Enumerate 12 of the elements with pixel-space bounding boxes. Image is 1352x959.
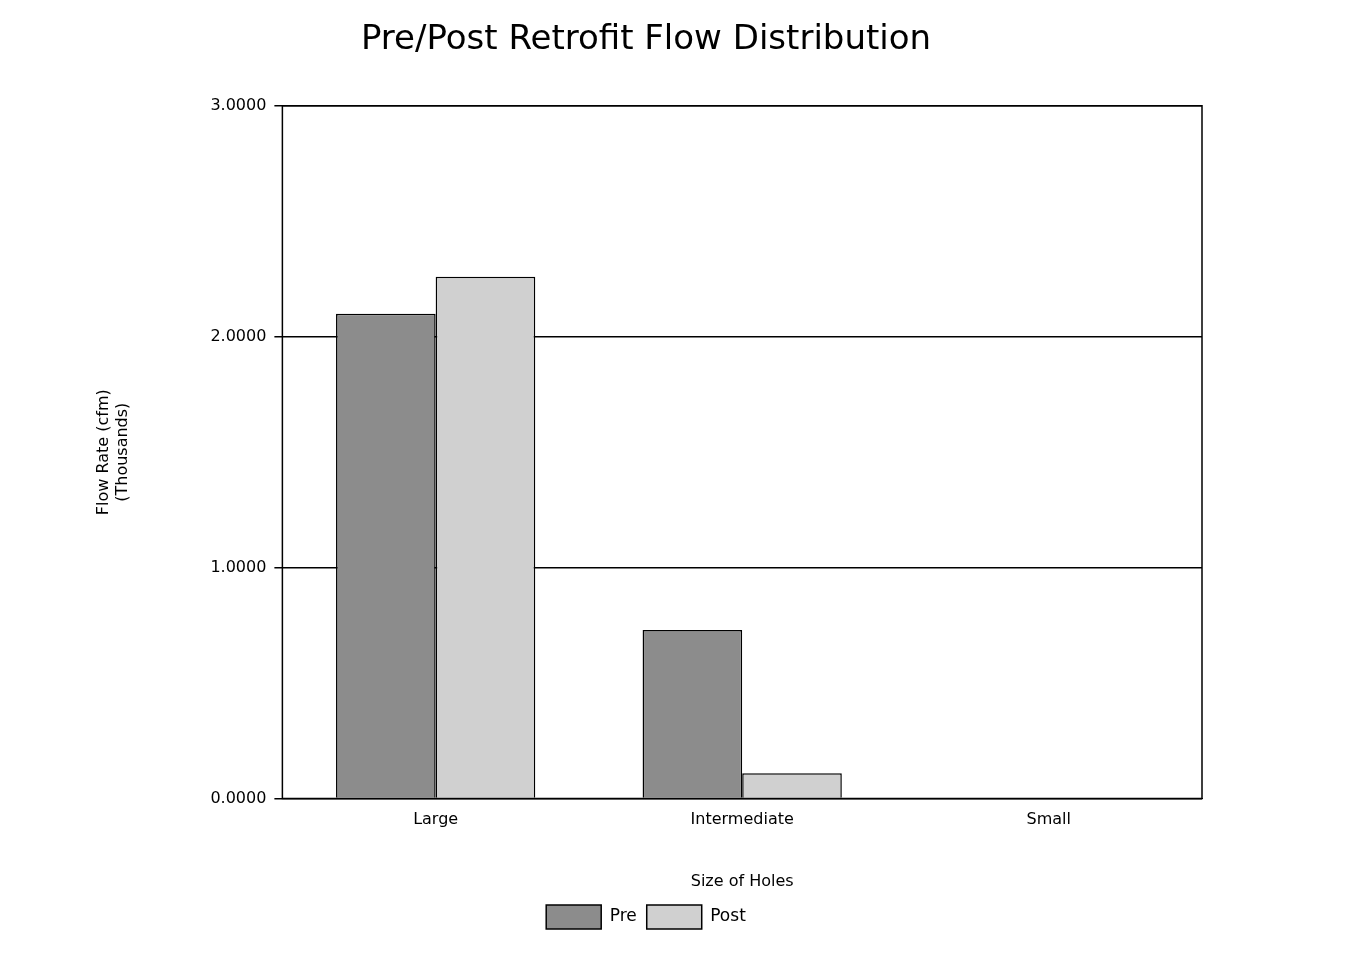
legend-label: Pre [609,905,637,926]
y-tick-label: 2.0000 [210,325,267,345]
x-tick-label: Small [1026,809,1071,829]
y-tick-label: 0.0000 [210,787,267,807]
x-tick-label: Large [413,809,459,829]
y-tick-label: 3.0000 [210,94,267,114]
chart-title: Pre/Post Retrofit Flow Distribution [360,17,932,58]
y-tick-label: 1.0000 [210,556,267,576]
legend-label: Post [710,905,747,926]
y-axis-title: Flow Rate (cfm) (Thousands) [92,389,131,516]
x-axis-title: Size of Holes [690,870,794,890]
x-tick-label: Intermediate [690,809,794,829]
